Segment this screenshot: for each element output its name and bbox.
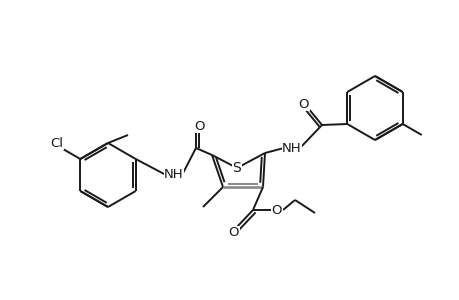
Text: Cl: Cl (50, 136, 63, 149)
Text: O: O (271, 203, 282, 217)
Text: NH: NH (281, 142, 301, 154)
Text: O: O (228, 226, 239, 239)
Text: S: S (232, 161, 241, 175)
Text: O: O (298, 98, 308, 110)
Text: O: O (194, 119, 205, 133)
Text: NH: NH (164, 169, 184, 182)
